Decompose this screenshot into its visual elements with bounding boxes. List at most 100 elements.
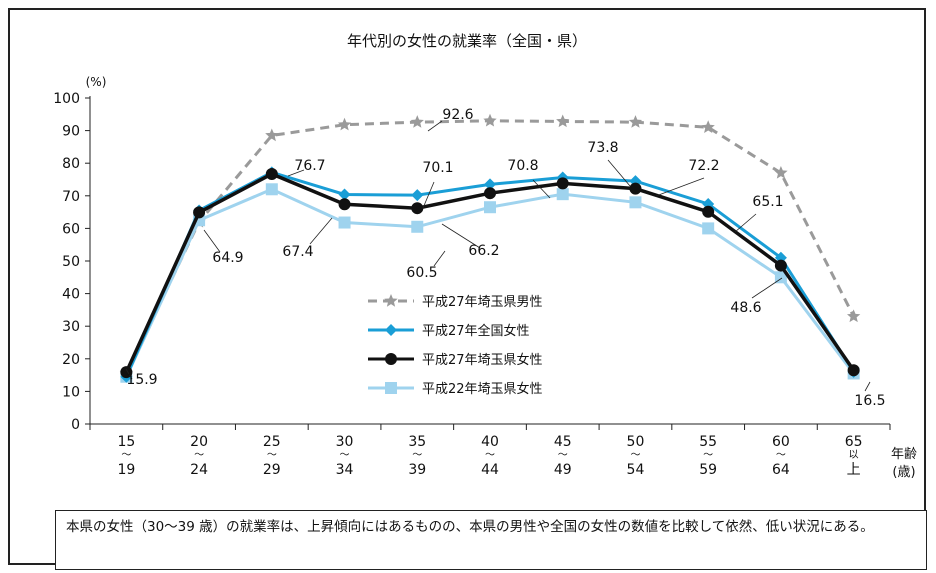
line-chart: 年代別の女性の就業率（全国・県） (%) 0 10 20 30 40 50 60 70 80 90… — [53, 32, 917, 480]
data-point — [774, 259, 787, 272]
x-tick-label: 44 — [481, 462, 499, 478]
legend-item: 平成27年埼玉県女性 — [368, 352, 543, 368]
x-tick-label: 〜 — [267, 450, 277, 461]
x-tick-label: 59 — [699, 462, 717, 478]
data-label: 15.9 — [126, 372, 157, 388]
y-axis-unit: (%) — [86, 75, 107, 89]
x-tick-label: 49 — [554, 462, 572, 478]
data-point — [337, 117, 352, 131]
data-point — [629, 182, 642, 195]
y-tick-label: 40 — [62, 287, 80, 303]
x-tick-label: 15 — [117, 434, 135, 450]
data-point — [385, 353, 397, 365]
x-tick-label: 54 — [627, 462, 645, 478]
x-tick-label: 25 — [263, 434, 281, 450]
data-point — [702, 222, 715, 235]
x-tick-label: 39 — [408, 462, 426, 478]
chart-title: 年代別の女性の就業率（全国・県） — [347, 32, 587, 50]
y-tick-label: 70 — [62, 189, 80, 205]
x-tick-label: 35 — [408, 434, 426, 450]
y-tick-label: 80 — [62, 156, 80, 172]
data-point — [265, 167, 278, 180]
x-tick-label: 65 — [845, 434, 863, 450]
data-label: 70.1 — [422, 160, 453, 176]
y-tick-label: 30 — [62, 319, 80, 335]
y-tick-label: 50 — [62, 254, 80, 270]
x-tick-label: 55 — [699, 434, 717, 450]
data-point — [484, 187, 496, 200]
data-point — [847, 309, 861, 323]
data-point — [847, 364, 860, 377]
y-tick-label: 90 — [62, 124, 80, 140]
data-point — [411, 202, 424, 215]
label-leader — [309, 217, 333, 245]
data-point — [484, 178, 496, 191]
data-point — [385, 324, 397, 336]
x-tick-label: 〜 — [340, 450, 350, 461]
x-tick-label: 40 — [481, 434, 499, 450]
x-tick-label: 29 — [263, 462, 281, 478]
data-point — [556, 114, 570, 128]
x-tick-label: 30 — [336, 434, 354, 450]
data-point — [410, 115, 424, 128]
legend-item: 平成22年埼玉県女性 — [368, 381, 543, 397]
data-label: 72.2 — [688, 158, 719, 174]
label-leader — [864, 381, 871, 392]
x-axis-label: (歳) — [892, 465, 915, 480]
data-point — [411, 189, 424, 202]
data-point — [338, 216, 351, 229]
y-tick-label: 0 — [71, 417, 80, 433]
data-label: 65.1 — [752, 194, 783, 210]
label-leader — [287, 169, 305, 177]
data-point — [556, 177, 569, 190]
data-point — [338, 198, 351, 211]
y-tick-label: 20 — [62, 352, 80, 368]
y-tick-label: 60 — [62, 221, 80, 237]
data-labels: 15.9 64.9 76.7 67.4 70.1 60.5 66.2 70.8 73.8 72.2… — [125, 107, 886, 409]
x-tick-label: 50 — [627, 434, 645, 450]
data-point — [265, 128, 279, 142]
x-tick-label: 〜 — [558, 450, 568, 461]
x-tick-label: 〜 — [121, 450, 131, 461]
data-point — [629, 196, 642, 209]
label-leader — [427, 120, 443, 132]
data-point — [265, 183, 278, 196]
label-leader — [433, 250, 446, 267]
data-point — [702, 205, 715, 218]
chart-frame: 年代別の女性の就業率（全国・県） (%) 0 10 20 30 40 50 60 70 80 90… — [8, 8, 927, 570]
data-point — [556, 188, 569, 201]
legend-item: 平成27年全国女性 — [368, 323, 530, 339]
legend-label: 平成27年全国女性 — [422, 323, 530, 339]
data-point — [774, 166, 788, 179]
y-tick-label: 10 — [62, 384, 80, 400]
data-point — [385, 382, 397, 394]
label-leader — [125, 368, 133, 380]
x-tick-label: 34 — [336, 462, 354, 478]
x-tick-label: 以 — [849, 450, 859, 461]
data-point — [628, 115, 643, 128]
note-text: 本県の女性（30〜39 歳）の就業率は、上昇傾向にはあるものの、本県の男性や全国… — [66, 519, 874, 535]
data-point — [384, 294, 398, 307]
data-label: 16.5 — [854, 393, 885, 409]
y-tick-label: 100 — [53, 91, 80, 107]
series-3 — [120, 167, 860, 379]
legend-label: 平成27年埼玉県女性 — [422, 352, 543, 368]
x-tick-label: 60 — [772, 434, 790, 450]
data-label: 66.2 — [468, 243, 499, 259]
x-tick-label: 〜 — [630, 450, 640, 461]
x-tick-label: 20 — [190, 434, 208, 450]
x-tick-label: 〜 — [485, 450, 495, 461]
x-tick-labels: 15〜1920〜2425〜2930〜3435〜3940〜4445〜4950〜54… — [117, 434, 917, 480]
x-tick-label: 〜 — [703, 450, 713, 461]
data-point — [338, 188, 351, 201]
data-point — [483, 113, 497, 127]
label-leader — [422, 181, 435, 209]
x-tick-label: 〜 — [412, 450, 422, 461]
x-tick-label: 45 — [554, 434, 572, 450]
data-label: 64.9 — [212, 250, 243, 266]
axes — [89, 96, 891, 430]
label-leader — [607, 159, 631, 187]
data-label: 92.6 — [442, 107, 473, 123]
series-line — [125, 187, 855, 378]
